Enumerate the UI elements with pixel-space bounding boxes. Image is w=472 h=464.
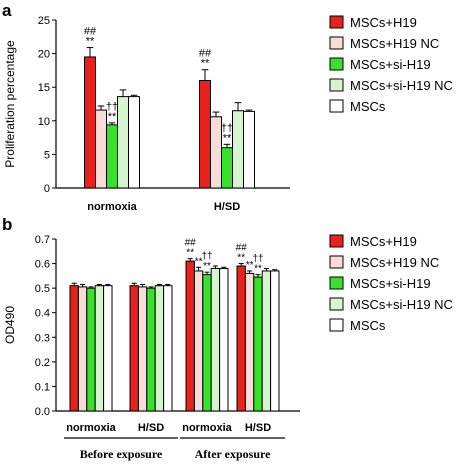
y-tick-label: 0.7 [35, 234, 50, 246]
significance-mark: ** [237, 253, 245, 264]
legend-label: MSCs+si-H19 [350, 57, 431, 72]
bar [106, 124, 118, 189]
bar [221, 147, 233, 189]
legend-swatch [329, 15, 344, 29]
y-tick-label: 15 [38, 82, 50, 94]
y-tick-label: 5 [44, 149, 50, 161]
legend-swatch [329, 255, 344, 269]
bar [84, 56, 96, 189]
bar [244, 272, 255, 412]
bar [129, 285, 139, 412]
y-tick-label: 0.3 [35, 332, 50, 344]
y-tick-label: 0 [44, 183, 50, 195]
significance-mark: ** [254, 264, 262, 275]
significance-mark: ** [203, 261, 211, 272]
legend-swatch [329, 78, 344, 92]
significance-mark: ** [108, 111, 117, 123]
bar [154, 285, 165, 412]
x-tick-label: normoxia [66, 422, 116, 434]
legend-swatch [329, 318, 344, 332]
bar [243, 110, 255, 189]
x-tick-label: normoxia [182, 422, 232, 434]
bar [219, 267, 229, 412]
bar [137, 286, 148, 412]
x-tick-label: H/SD [138, 422, 164, 434]
significance-mark: †† [252, 254, 263, 265]
legend-swatch [329, 99, 344, 113]
significance-mark: ** [201, 58, 210, 70]
bar [270, 270, 280, 412]
group-label: After exposure [195, 447, 272, 461]
significance-mark: ## [236, 243, 248, 254]
significance-mark: ** [246, 260, 254, 271]
y-axis-label: Proliferation percentage [3, 40, 17, 168]
bar [185, 260, 195, 412]
bar [117, 96, 129, 189]
legend-label: MSCs+H19 NC [350, 36, 439, 51]
significance-mark: †† [106, 101, 118, 113]
y-axis-label: OD490 [3, 306, 17, 344]
legend-label: MSCs [350, 318, 386, 333]
legend-label: MSCs+H19 [350, 234, 417, 249]
legend-label: MSCs+si-H19 NC [350, 78, 453, 93]
significance-mark: ## [199, 48, 212, 60]
legend-label: MSCs+si-H19 [350, 276, 431, 291]
bar [94, 285, 105, 412]
x-tick-label: normoxia [87, 201, 137, 213]
bar [210, 116, 222, 189]
legend-swatch [329, 276, 344, 290]
legend-label: MSCs [350, 99, 386, 114]
x-tick-label: H/SD [214, 201, 240, 213]
bar [86, 287, 96, 412]
significance-mark: ## [84, 26, 97, 38]
y-tick-label: 0.0 [35, 406, 50, 418]
y-tick-label: 0.4 [35, 308, 50, 320]
significance-mark: ** [86, 36, 95, 48]
bar [236, 265, 246, 412]
significance-mark: ** [223, 132, 232, 144]
bar [232, 110, 244, 189]
panel-label-a: a [2, 1, 12, 20]
significance-mark: ## [185, 238, 197, 249]
bar [77, 286, 88, 412]
y-tick-label: 10 [38, 116, 50, 128]
bar [253, 276, 263, 412]
bar [128, 96, 140, 189]
y-tick-label: 0.1 [35, 381, 50, 393]
legend-swatch [329, 297, 344, 311]
bar [202, 274, 212, 412]
chart-b: 0.0 0.1 0.2 0.3 0.4 0.5 0.6 0.7 OD490 normoxia H/S… [3, 234, 453, 461]
legend-label: MSCs+H19 NC [350, 255, 439, 270]
significance-mark: ** [186, 248, 194, 259]
bar [193, 270, 204, 412]
legend-swatch [329, 36, 344, 50]
y-tick-label: 0.6 [35, 259, 50, 271]
legend-label: MSCs+H19 [350, 15, 417, 30]
panel-label-b: b [2, 215, 12, 234]
y-tick-label: 0.2 [35, 357, 50, 369]
bar [103, 285, 113, 412]
legend-swatch [329, 234, 344, 248]
bar [261, 270, 272, 412]
significance-mark: †† [221, 122, 233, 134]
y-tick-label: 0.5 [35, 283, 50, 295]
bar [163, 285, 173, 412]
significance-mark: ** [195, 256, 203, 267]
bar [95, 109, 107, 189]
bar [199, 79, 211, 189]
legend-label: MSCs+si-H19 NC [350, 297, 453, 312]
significance-mark: †† [201, 251, 212, 262]
bar [146, 287, 156, 412]
y-tick-label: 20 [38, 49, 50, 61]
chart-a: 0 5 10 15 20 25 Proliferation percentage normox… [3, 15, 453, 213]
x-tick-label: H/SD [245, 422, 271, 434]
group-label: Before exposure [80, 447, 163, 461]
legend-swatch [329, 57, 344, 71]
bar [210, 267, 221, 412]
bar [69, 285, 79, 412]
y-tick-label: 25 [38, 15, 50, 27]
